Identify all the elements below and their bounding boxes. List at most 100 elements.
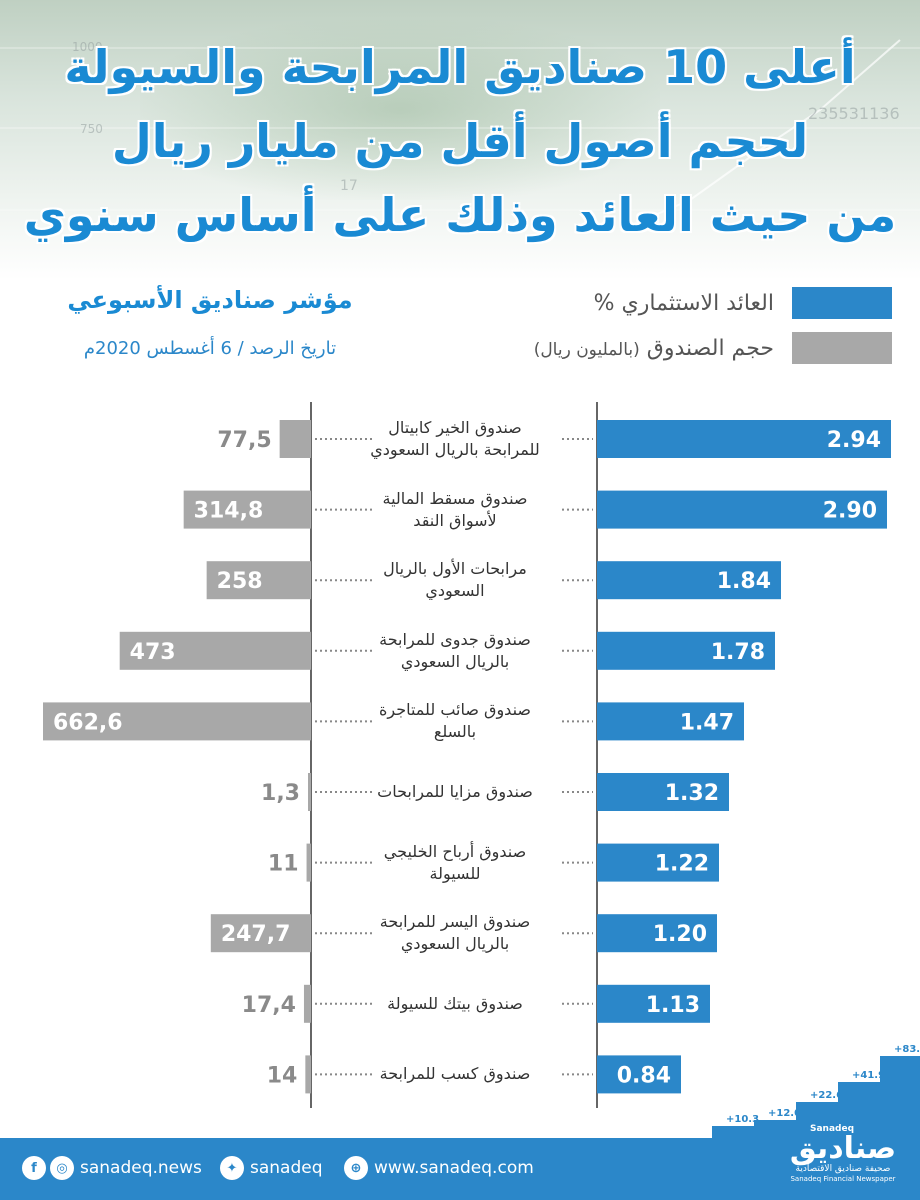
fund-name: مرابحات الأول بالريال السعودي — [320, 558, 590, 602]
return-bar — [597, 1055, 681, 1094]
growth-step — [880, 1056, 920, 1138]
bg-number: 17 — [340, 178, 358, 194]
size-bar — [206, 561, 311, 600]
return-value-label: 1.78 — [711, 640, 765, 665]
fund-name-line: صندوق صائب للمتاجرة — [379, 700, 531, 720]
growth-step-label: +10.3 — [726, 1114, 759, 1125]
legend-size-label: حجم الصندوق (بالمليون ريال) — [534, 336, 774, 361]
size-value-label: 258 — [217, 569, 263, 594]
index-title: مؤشر صناديق الأسبوعي — [67, 286, 353, 314]
title-line-2: لحجم أصول أقل من مليار ريال — [111, 114, 809, 168]
growth-step-label: +41.9 — [852, 1070, 885, 1081]
fund-name-line: بالريال السعودي — [400, 651, 510, 671]
size-bar — [305, 1055, 311, 1094]
return-value-label: 1.32 — [665, 781, 719, 806]
title-line-1: أعلى 10 صناديق المرابحة والسيولة — [64, 40, 856, 94]
fund-name-line: لأسواق النقد — [413, 510, 497, 530]
fund-name-line: مرابحات الأول بالريال — [383, 559, 527, 579]
fund-name-line: للسيولة — [429, 863, 481, 883]
fund-name: صندوق كسب للمرابحة — [320, 1063, 590, 1085]
return-bar — [597, 631, 775, 670]
fund-name-line: صندوق أرباح الخليجي — [383, 841, 527, 861]
fund-name: صندوق مسقط المالية لأسواق النقد — [320, 488, 590, 532]
header: 1000 750 235531136 17 أعلى 10 صناديق الم… — [0, 0, 920, 280]
fund-name-line: صندوق مسقط المالية — [382, 488, 528, 508]
facebook-icon: f — [22, 1156, 46, 1180]
growth-step — [796, 1102, 838, 1138]
return-value-label: 2.94 — [827, 428, 881, 453]
size-value-label: 14 — [267, 1063, 298, 1088]
fund-name-line: للمرابحة بالريال السعودي — [370, 440, 540, 459]
diverging-bar-chart: 2.94 77,5 2.90 314,8 1.84 258 1.78 473 1.47 662,6… — [43, 402, 891, 1108]
fund-name: صندوق مزايا للمرابحات — [320, 781, 590, 803]
fund-name-line: بالسلع — [433, 722, 477, 742]
return-value-label: 1.13 — [646, 993, 700, 1018]
fund-name-line: صندوق كسب للمرابحة — [379, 1064, 531, 1084]
legend-size-main: حجم الصندوق — [646, 335, 774, 361]
fund-name: صندوق اليسر للمرابحة بالريال السعودي — [320, 911, 590, 955]
fund-name: صندوق صائب للمتاجرة بالسلع — [320, 699, 590, 743]
legend-return-swatch — [792, 287, 892, 319]
fund-name: صندوق الخير كابيتال للمرابحة بالريال السع… — [320, 417, 590, 461]
globe-icon: ⊕ — [344, 1156, 368, 1180]
size-bar — [119, 631, 312, 670]
fund-name-line: صندوق اليسر للمرابحة — [379, 912, 531, 932]
logo-en: Sanadeq — [810, 1124, 855, 1134]
social-handle: sanadeq.news — [80, 1158, 202, 1178]
size-bar — [303, 984, 311, 1023]
instagram-link[interactable]: ◎ sanadeq.news — [50, 1156, 202, 1180]
return-value-label: 2.90 — [823, 499, 877, 524]
legend-size: حجم الصندوق (بالمليون ريال) — [534, 332, 892, 364]
twitter-icon: ✦ — [220, 1156, 244, 1180]
website-url: www.sanadeq.com — [374, 1158, 534, 1178]
return-value-label: 1.47 — [680, 710, 734, 735]
size-value-label: 77,5 — [217, 428, 271, 453]
twitter-link[interactable]: ✦ sanadeq — [220, 1156, 323, 1180]
return-value-label: 1.84 — [717, 569, 771, 594]
return-bar — [597, 843, 719, 882]
fund-name: صندوق بيتك للسيولة — [320, 993, 590, 1015]
return-value-label: 1.22 — [655, 852, 709, 877]
return-bar — [597, 984, 710, 1023]
growth-step — [712, 1126, 754, 1138]
return-bar — [597, 490, 887, 529]
growth-step-label: +83.0 — [894, 1044, 920, 1055]
twitter-handle: sanadeq — [250, 1158, 323, 1178]
bg-number: 1000 — [72, 40, 103, 54]
growth-step-label: +12.0 — [768, 1108, 801, 1119]
return-value-label: 1.20 — [653, 922, 707, 947]
fund-name-line: صندوق الخير كابيتال — [388, 418, 522, 437]
growth-steps: +10.3 +12.0 +22.6 +41.9 +83.0 — [712, 1044, 920, 1138]
size-value-label: 11 — [268, 852, 299, 877]
title-line-3: من حيث العائد وذلك على أساس سنوي — [23, 188, 897, 242]
fund-name-line: صندوق مزايا للمرابحات — [377, 782, 533, 801]
observation-date: تاريخ الرصد / 6 أغسطس 2020م — [83, 338, 337, 359]
fund-name: صندوق جدوى للمرابحة بالريال السعودي — [320, 629, 590, 673]
size-bar — [210, 914, 311, 953]
size-value-label: 17,4 — [242, 993, 296, 1018]
return-value-label: 0.84 — [617, 1063, 671, 1088]
fund-name-line: بالريال السعودي — [400, 934, 510, 954]
size-bar — [308, 773, 311, 811]
return-bar — [597, 702, 744, 741]
fund-name-line: صندوق بيتك للسيولة — [387, 993, 523, 1013]
size-value-label: 1,3 — [261, 781, 300, 806]
sanadeq-logo: Sanadeq صناديق صحيفة صناديق الاقتصادية S… — [788, 1124, 898, 1196]
logo-sub-ar: صحيفة صناديق الاقتصادية — [795, 1164, 891, 1174]
return-bar — [597, 914, 717, 953]
flag-background — [140, 20, 660, 200]
return-bar — [597, 420, 891, 458]
background-chart-lines — [0, 39, 920, 231]
logo-sub-en: Sanadeq Financial Newspaper — [790, 1175, 896, 1183]
logo-ar: صناديق — [789, 1131, 897, 1166]
fund-name-line: السعودي — [425, 581, 485, 601]
return-bar — [597, 561, 781, 600]
growth-step — [754, 1120, 796, 1138]
legend-size-unit: (بالمليون ريال) — [533, 339, 640, 360]
instagram-icon: ◎ — [50, 1156, 74, 1180]
bg-number: 750 — [80, 122, 103, 136]
facebook-link[interactable]: f — [22, 1156, 50, 1180]
size-bar — [306, 843, 311, 882]
size-value-label: 662,6 — [53, 710, 123, 735]
website-link[interactable]: ⊕ www.sanadeq.com — [344, 1156, 534, 1180]
